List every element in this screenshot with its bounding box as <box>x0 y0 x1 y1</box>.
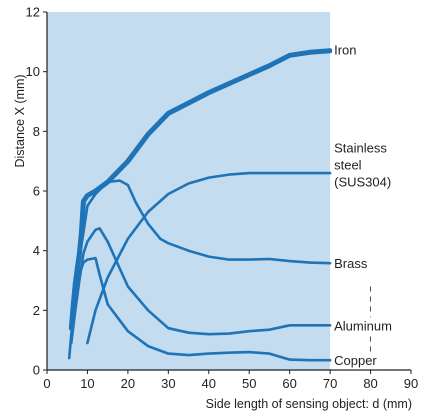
y-tick-label: 8 <box>33 124 40 139</box>
y-axis-label: Distance X (mm) <box>13 74 27 167</box>
series-label-background <box>332 317 394 335</box>
series-labels-layer: Iron Stainless steel (SUS304) Brass Aluminum C… <box>332 41 394 370</box>
series-label-background <box>332 255 370 273</box>
y-tick-label: 4 <box>33 243 40 258</box>
x-tick-label: 50 <box>242 376 256 391</box>
series-line-brass <box>70 179 332 324</box>
plot-background <box>47 12 331 370</box>
ticks-layer: 0 2 4 6 8 10 12 0 10 20 30 40 50 60 70 80 90 <box>26 5 419 392</box>
x-tick-label: 10 <box>80 376 94 391</box>
series-line-copper <box>67 256 332 362</box>
series-label-background <box>332 139 394 191</box>
y-tick-label: 12 <box>26 5 40 20</box>
x-tick-label: 30 <box>161 376 175 391</box>
series-label: Brass <box>334 256 368 271</box>
y-tick-label: 6 <box>33 184 40 199</box>
y-tick-label: 2 <box>33 303 40 318</box>
x-tick-label: 40 <box>202 376 216 391</box>
series-label-background <box>332 41 359 59</box>
series-layer <box>67 48 333 362</box>
series-label: Stainless steel (SUS304) <box>334 141 391 190</box>
x-tick-label: 70 <box>323 376 337 391</box>
x-tick-label: 20 <box>121 376 135 391</box>
x-axis-label: Side length of sensing object: d (mm) <box>206 397 412 411</box>
x-tick-label: 0 <box>43 376 50 391</box>
y-tick-label: 10 <box>26 64 40 79</box>
series-label: Iron <box>334 42 356 57</box>
series-line-stainless-steel-sus304 <box>86 171 332 345</box>
x-tick-label: 60 <box>282 376 296 391</box>
series-label: Copper <box>334 353 377 368</box>
x-tick-label: 80 <box>363 376 377 391</box>
series-label-background <box>332 352 380 370</box>
series-line-aluminum <box>70 227 332 345</box>
series-label: Aluminum <box>334 318 392 333</box>
y-tick-label: 0 <box>33 363 40 378</box>
x-tick-label: 90 <box>404 376 418 391</box>
